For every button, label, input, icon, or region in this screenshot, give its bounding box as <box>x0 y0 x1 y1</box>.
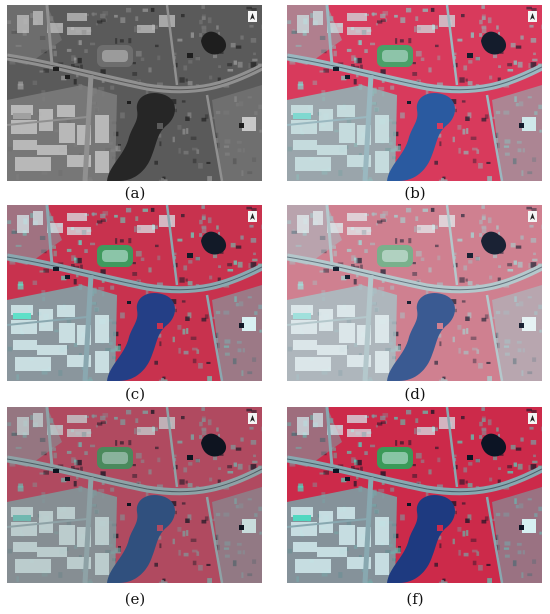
caption-c: (c) <box>124 385 146 403</box>
satellite-image-b <box>287 5 542 181</box>
satellite-image-c <box>7 205 262 381</box>
satellite-image-a <box>7 5 262 181</box>
satellite-image-d <box>287 205 542 381</box>
panel-d <box>287 205 542 381</box>
caption-b: (b) <box>404 184 426 202</box>
caption-f: (f) <box>406 590 424 608</box>
caption-e: (e) <box>124 590 146 608</box>
panel-a <box>7 5 262 181</box>
caption-d: (d) <box>404 385 426 403</box>
satellite-image-e <box>7 407 262 583</box>
panel-e <box>7 407 262 583</box>
panel-b <box>287 5 542 181</box>
satellite-image-f <box>287 407 542 583</box>
caption-a: (a) <box>124 184 146 202</box>
panel-f <box>287 407 542 583</box>
panel-c <box>7 205 262 381</box>
